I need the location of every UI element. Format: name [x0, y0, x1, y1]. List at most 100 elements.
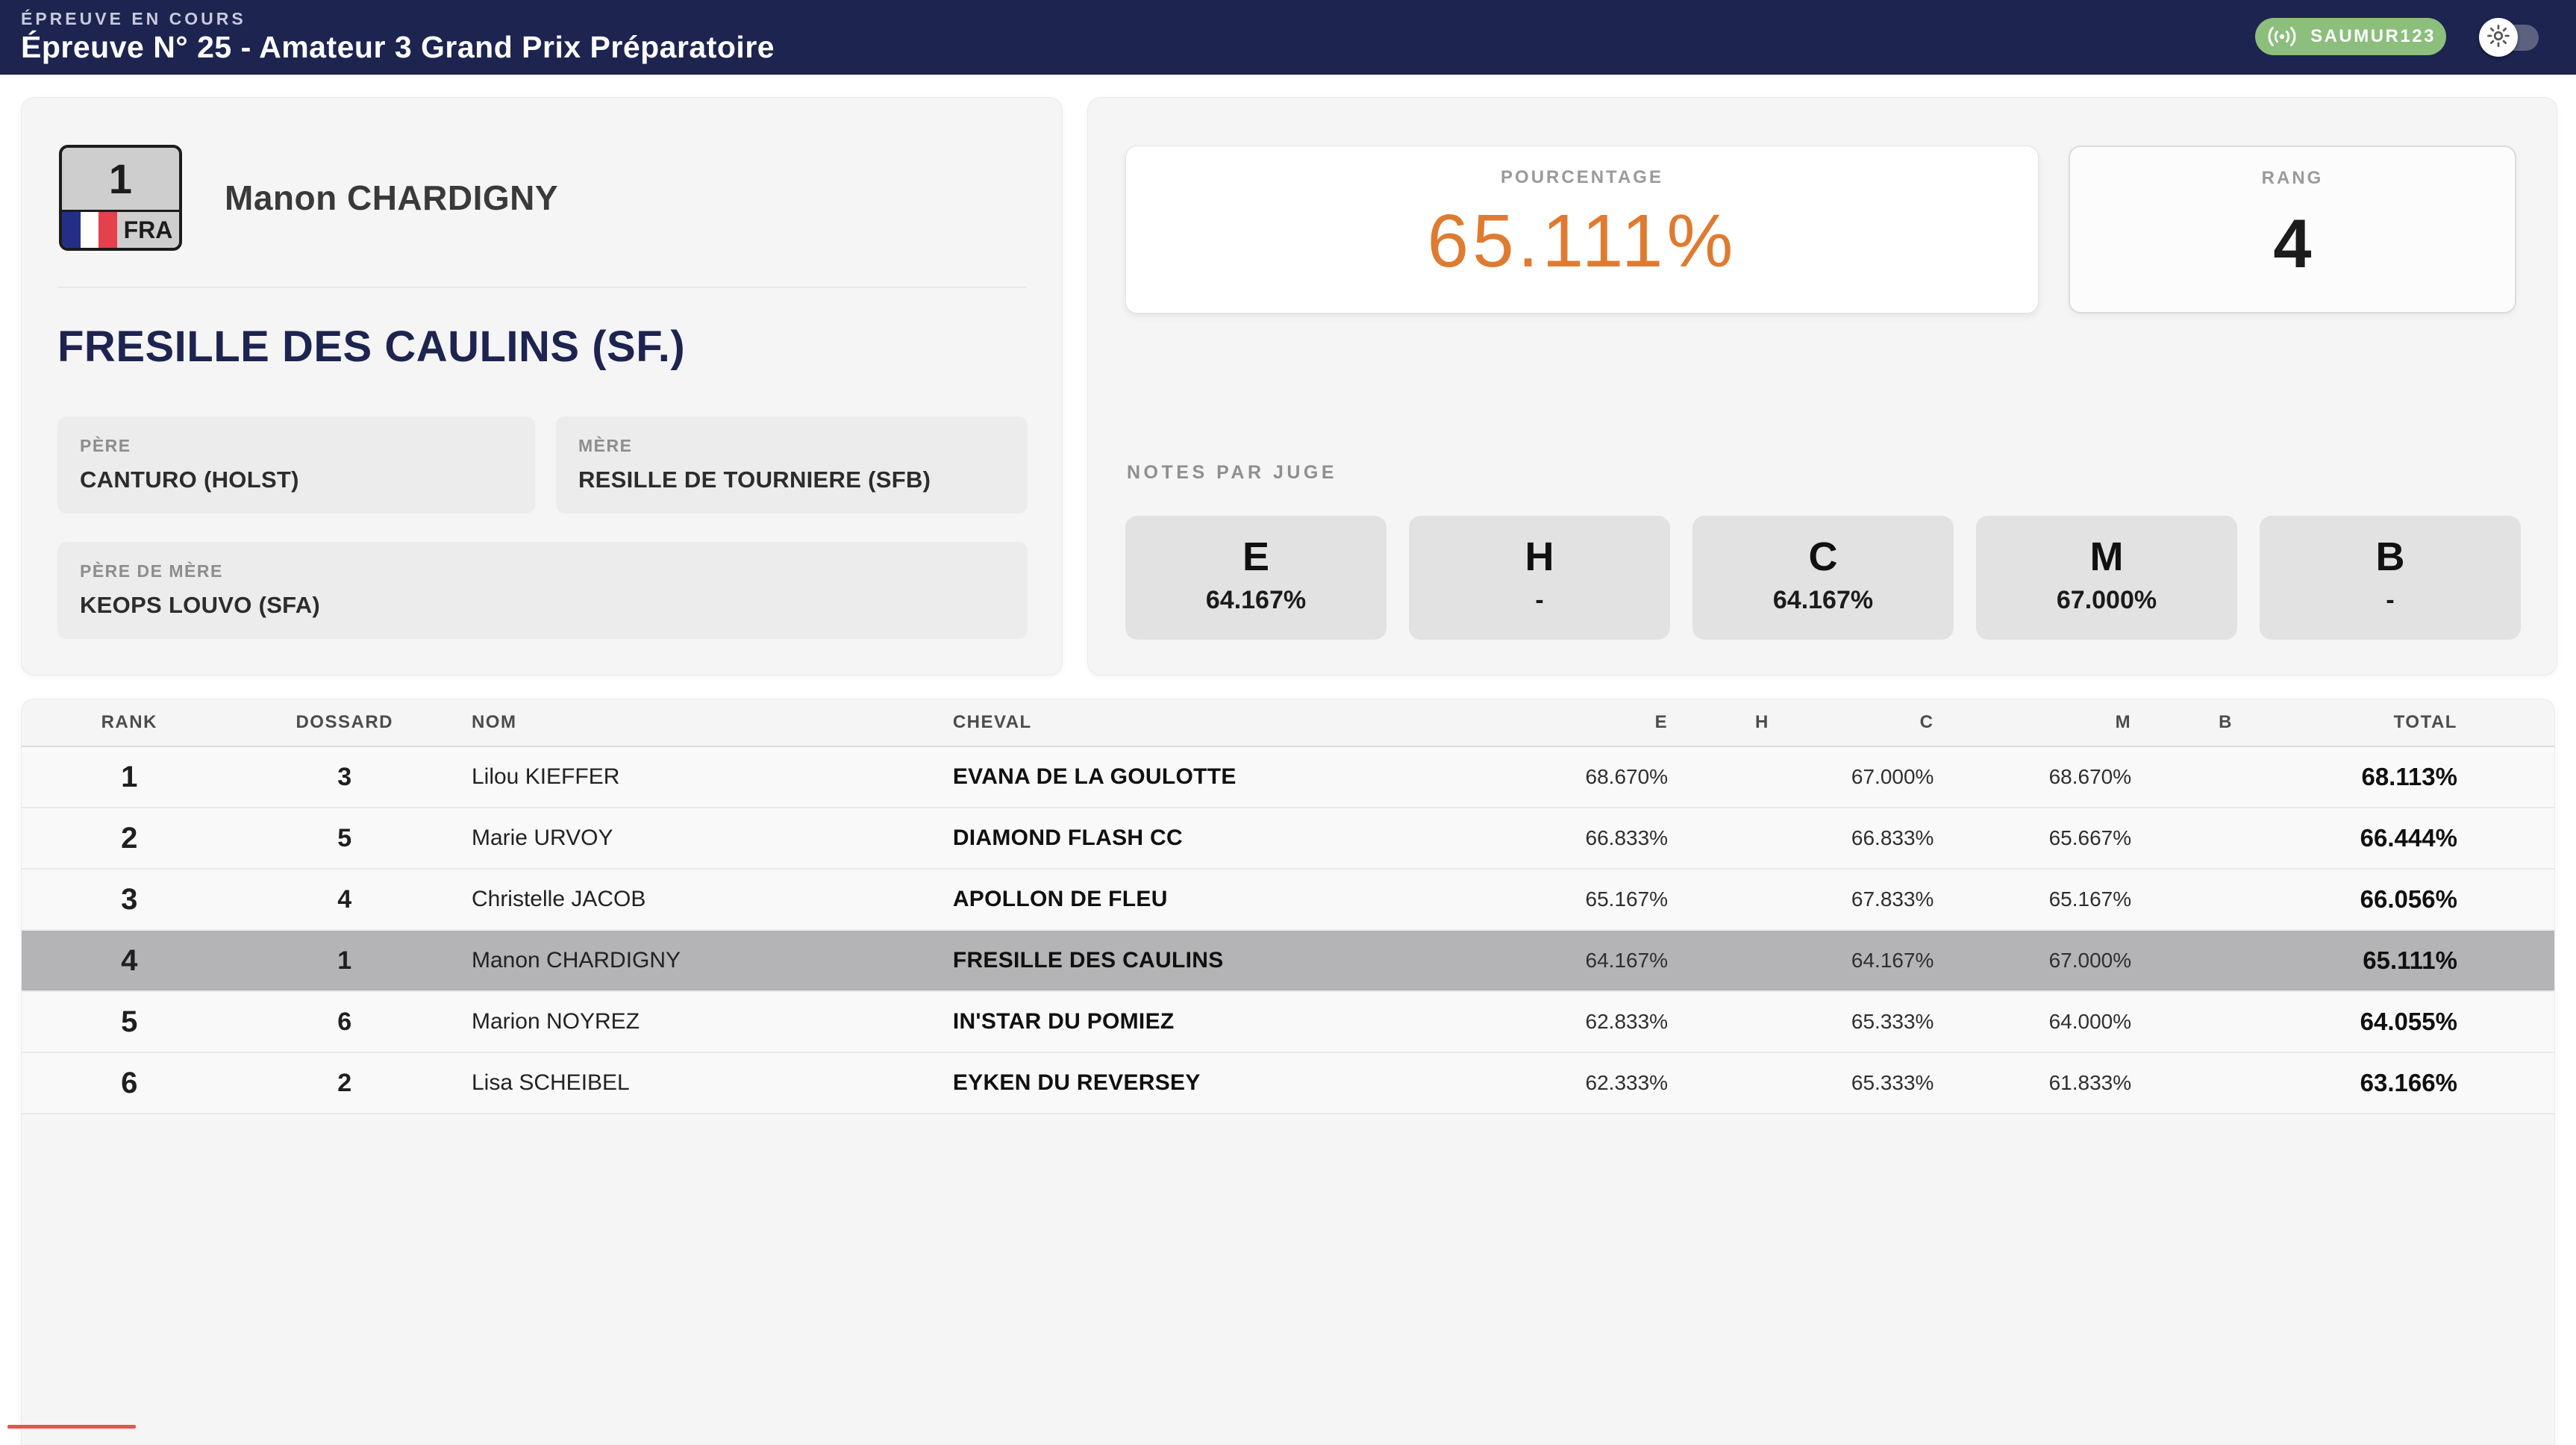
judge-score-box: E 64.167% — [1125, 516, 1387, 640]
table-row: 4 1 Manon CHARDIGNY FRESILLE DES CAULINS… — [22, 931, 2554, 992]
rider-number-badge: 1 FRA — [59, 145, 182, 251]
rider-card: 1 FRA Manon CHARDIGNY FRESILLE DES CAULI… — [21, 97, 1063, 675]
cell-e: 66.833% — [1585, 826, 1669, 849]
judge-letter: E — [1242, 534, 1270, 579]
cell-dossard: 3 — [337, 762, 352, 791]
table-row: 1 3 Lilou KIEFFER EVANA DE LA GOULOTTE 6… — [22, 747, 2554, 808]
cell-e: 65.167% — [1585, 887, 1669, 911]
judge-score: 64.167% — [1205, 586, 1307, 614]
judge-score-box: C 64.167% — [1692, 516, 1954, 640]
judge-score-box: B - — [2260, 516, 2521, 640]
cell-e: 64.167% — [1585, 949, 1669, 972]
cell-cheval: EVANA DE LA GOULOTTE — [952, 764, 1237, 789]
cell-dossard: 2 — [337, 1068, 352, 1097]
cell-rank: 6 — [121, 1066, 138, 1099]
page-title: Épreuve N° 25 - Amateur 3 Grand Prix Pré… — [21, 30, 775, 64]
judge-score: - — [2386, 586, 2395, 614]
pedigree-label: MÈRE — [578, 436, 633, 455]
pedigree-sire-box: PÈRE CANTURO (HOLST) — [57, 416, 535, 514]
cell-cheval: EYKEN DU REVERSEY — [952, 1070, 1201, 1095]
cell-m: 65.667% — [2048, 826, 2132, 849]
judge-score-box: M 67.000% — [1976, 516, 2237, 640]
judge-letter: M — [2089, 534, 2124, 579]
horse-name: FRESILLE DES CAULINS (SF.) — [57, 322, 686, 371]
cell-total: 63.166% — [2360, 1069, 2457, 1096]
results-table-card: RANK DOSSARD NOM CHEVAL E H C M B TOTAL … — [21, 699, 2555, 1445]
cell-nom: Christelle JACOB — [471, 887, 646, 911]
judge-letter: B — [2375, 534, 2405, 579]
table-row: 5 6 Marion NOYREZ IN'STAR DU POMIEZ 62.8… — [22, 992, 2554, 1053]
cell-rank: 1 — [121, 760, 138, 793]
cell-total: 65.111% — [2363, 946, 2457, 974]
cell-m: 65.167% — [2048, 887, 2132, 911]
judges-row: E 64.167% H - C 64.167% M 67.000% B - — [1125, 516, 2521, 640]
cell-nom: Manon CHARDIGNY — [471, 948, 681, 973]
pedigree-label: PÈRE — [80, 436, 131, 455]
cell-e: 62.333% — [1585, 1071, 1669, 1094]
table-row: 6 2 Lisa SCHEIBEL EYKEN DU REVERSEY 62.3… — [22, 1053, 2554, 1114]
cell-c: 65.333% — [1851, 1010, 1934, 1033]
cell-dossard: 1 — [337, 946, 352, 975]
cell-cheval: DIAMOND FLASH CC — [952, 826, 1183, 850]
cell-cheval: FRESILLE DES CAULINS — [952, 948, 1224, 973]
cell-e: 68.670% — [1585, 765, 1669, 788]
table-header: RANK DOSSARD NOM CHEVAL E H C M B TOTAL — [22, 699, 2554, 747]
percentage-label: POURCENTAGE — [1501, 167, 1663, 187]
table-row: 2 5 Marie URVOY DIAMOND FLASH CC 66.833%… — [22, 808, 2554, 870]
cell-e: 62.833% — [1585, 1010, 1669, 1033]
table-row: 3 4 Christelle JACOB APOLLON DE FLEU 65.… — [22, 870, 2554, 931]
column-header-c: C — [1919, 712, 1934, 732]
column-header-dossard: DOSSARD — [296, 712, 393, 732]
france-flag-icon — [62, 212, 118, 248]
column-header-cheval: CHEVAL — [952, 712, 1032, 732]
theme-toggle[interactable] — [2479, 18, 2539, 57]
cell-rank: 4 — [121, 943, 138, 977]
cell-c: 67.833% — [1851, 887, 1934, 911]
cell-nom: Lisa SCHEIBEL — [471, 1070, 630, 1095]
column-header-b: B — [2219, 712, 2233, 732]
cell-m: 61.833% — [2048, 1071, 2132, 1094]
judge-letter: H — [1525, 534, 1554, 579]
pedigree-value: RESILLE DE TOURNIERE (SFB) — [578, 466, 931, 493]
pedigree-label: PÈRE DE MÈRE — [80, 561, 223, 581]
broadcast-icon — [2266, 25, 2298, 49]
rider-country: FRA — [62, 212, 179, 248]
rank-value: 4 — [2273, 206, 2312, 282]
divider — [57, 287, 1026, 288]
event-status-label: ÉPREUVE EN COURS — [21, 9, 246, 28]
cell-total: 68.113% — [2361, 763, 2457, 790]
cell-nom: Marion NOYREZ — [471, 1009, 640, 1034]
cell-rank: 2 — [121, 821, 138, 855]
judge-score: 67.000% — [2056, 586, 2157, 614]
score-card: POURCENTAGE 65.111% RANG 4 NOTES PAR JUG… — [1087, 97, 2557, 675]
percentage-box: POURCENTAGE 65.111% — [1125, 146, 2039, 313]
cell-m: 67.000% — [2048, 949, 2132, 972]
cell-m: 68.670% — [2048, 765, 2132, 788]
column-header-total: TOTAL — [2393, 712, 2457, 732]
pedigree-value: CANTURO (HOLST) — [80, 466, 299, 493]
pedigree-damsire-box: PÈRE DE MÈRE KEOPS LOUVO (SFA) — [57, 542, 1028, 639]
cell-dossard: 6 — [337, 1007, 352, 1036]
cell-m: 64.000% — [2048, 1010, 2132, 1033]
bottom-progress-bar — [7, 1425, 136, 1429]
rider-name: Manon CHARDIGNY — [225, 178, 559, 217]
column-header-rank: RANK — [101, 712, 157, 732]
column-header-nom: NOM — [471, 712, 517, 732]
judges-section-label: NOTES PAR JUGE — [1127, 462, 1338, 483]
judge-score-box: H - — [1409, 516, 1670, 640]
live-connection-badge[interactable]: SAUMUR123 — [2255, 18, 2446, 55]
pedigree-value: KEOPS LOUVO (SFA) — [80, 592, 321, 618]
rank-label: RANG — [2261, 168, 2324, 188]
column-header-e: E — [1654, 712, 1669, 732]
cell-c: 66.833% — [1851, 826, 1934, 849]
cell-rank: 3 — [121, 882, 138, 916]
cell-total: 66.056% — [2360, 885, 2457, 913]
judge-letter: C — [1808, 534, 1838, 579]
toggle-knob — [2479, 18, 2518, 57]
cell-c: 64.167% — [1851, 949, 1934, 972]
cell-nom: Marie URVOY — [471, 826, 613, 850]
cell-rank: 5 — [121, 1005, 138, 1038]
percentage-value: 65.111% — [1427, 199, 1737, 283]
judge-score: - — [1535, 586, 1544, 614]
table-body: 1 3 Lilou KIEFFER EVANA DE LA GOULOTTE 6… — [22, 747, 2554, 1114]
